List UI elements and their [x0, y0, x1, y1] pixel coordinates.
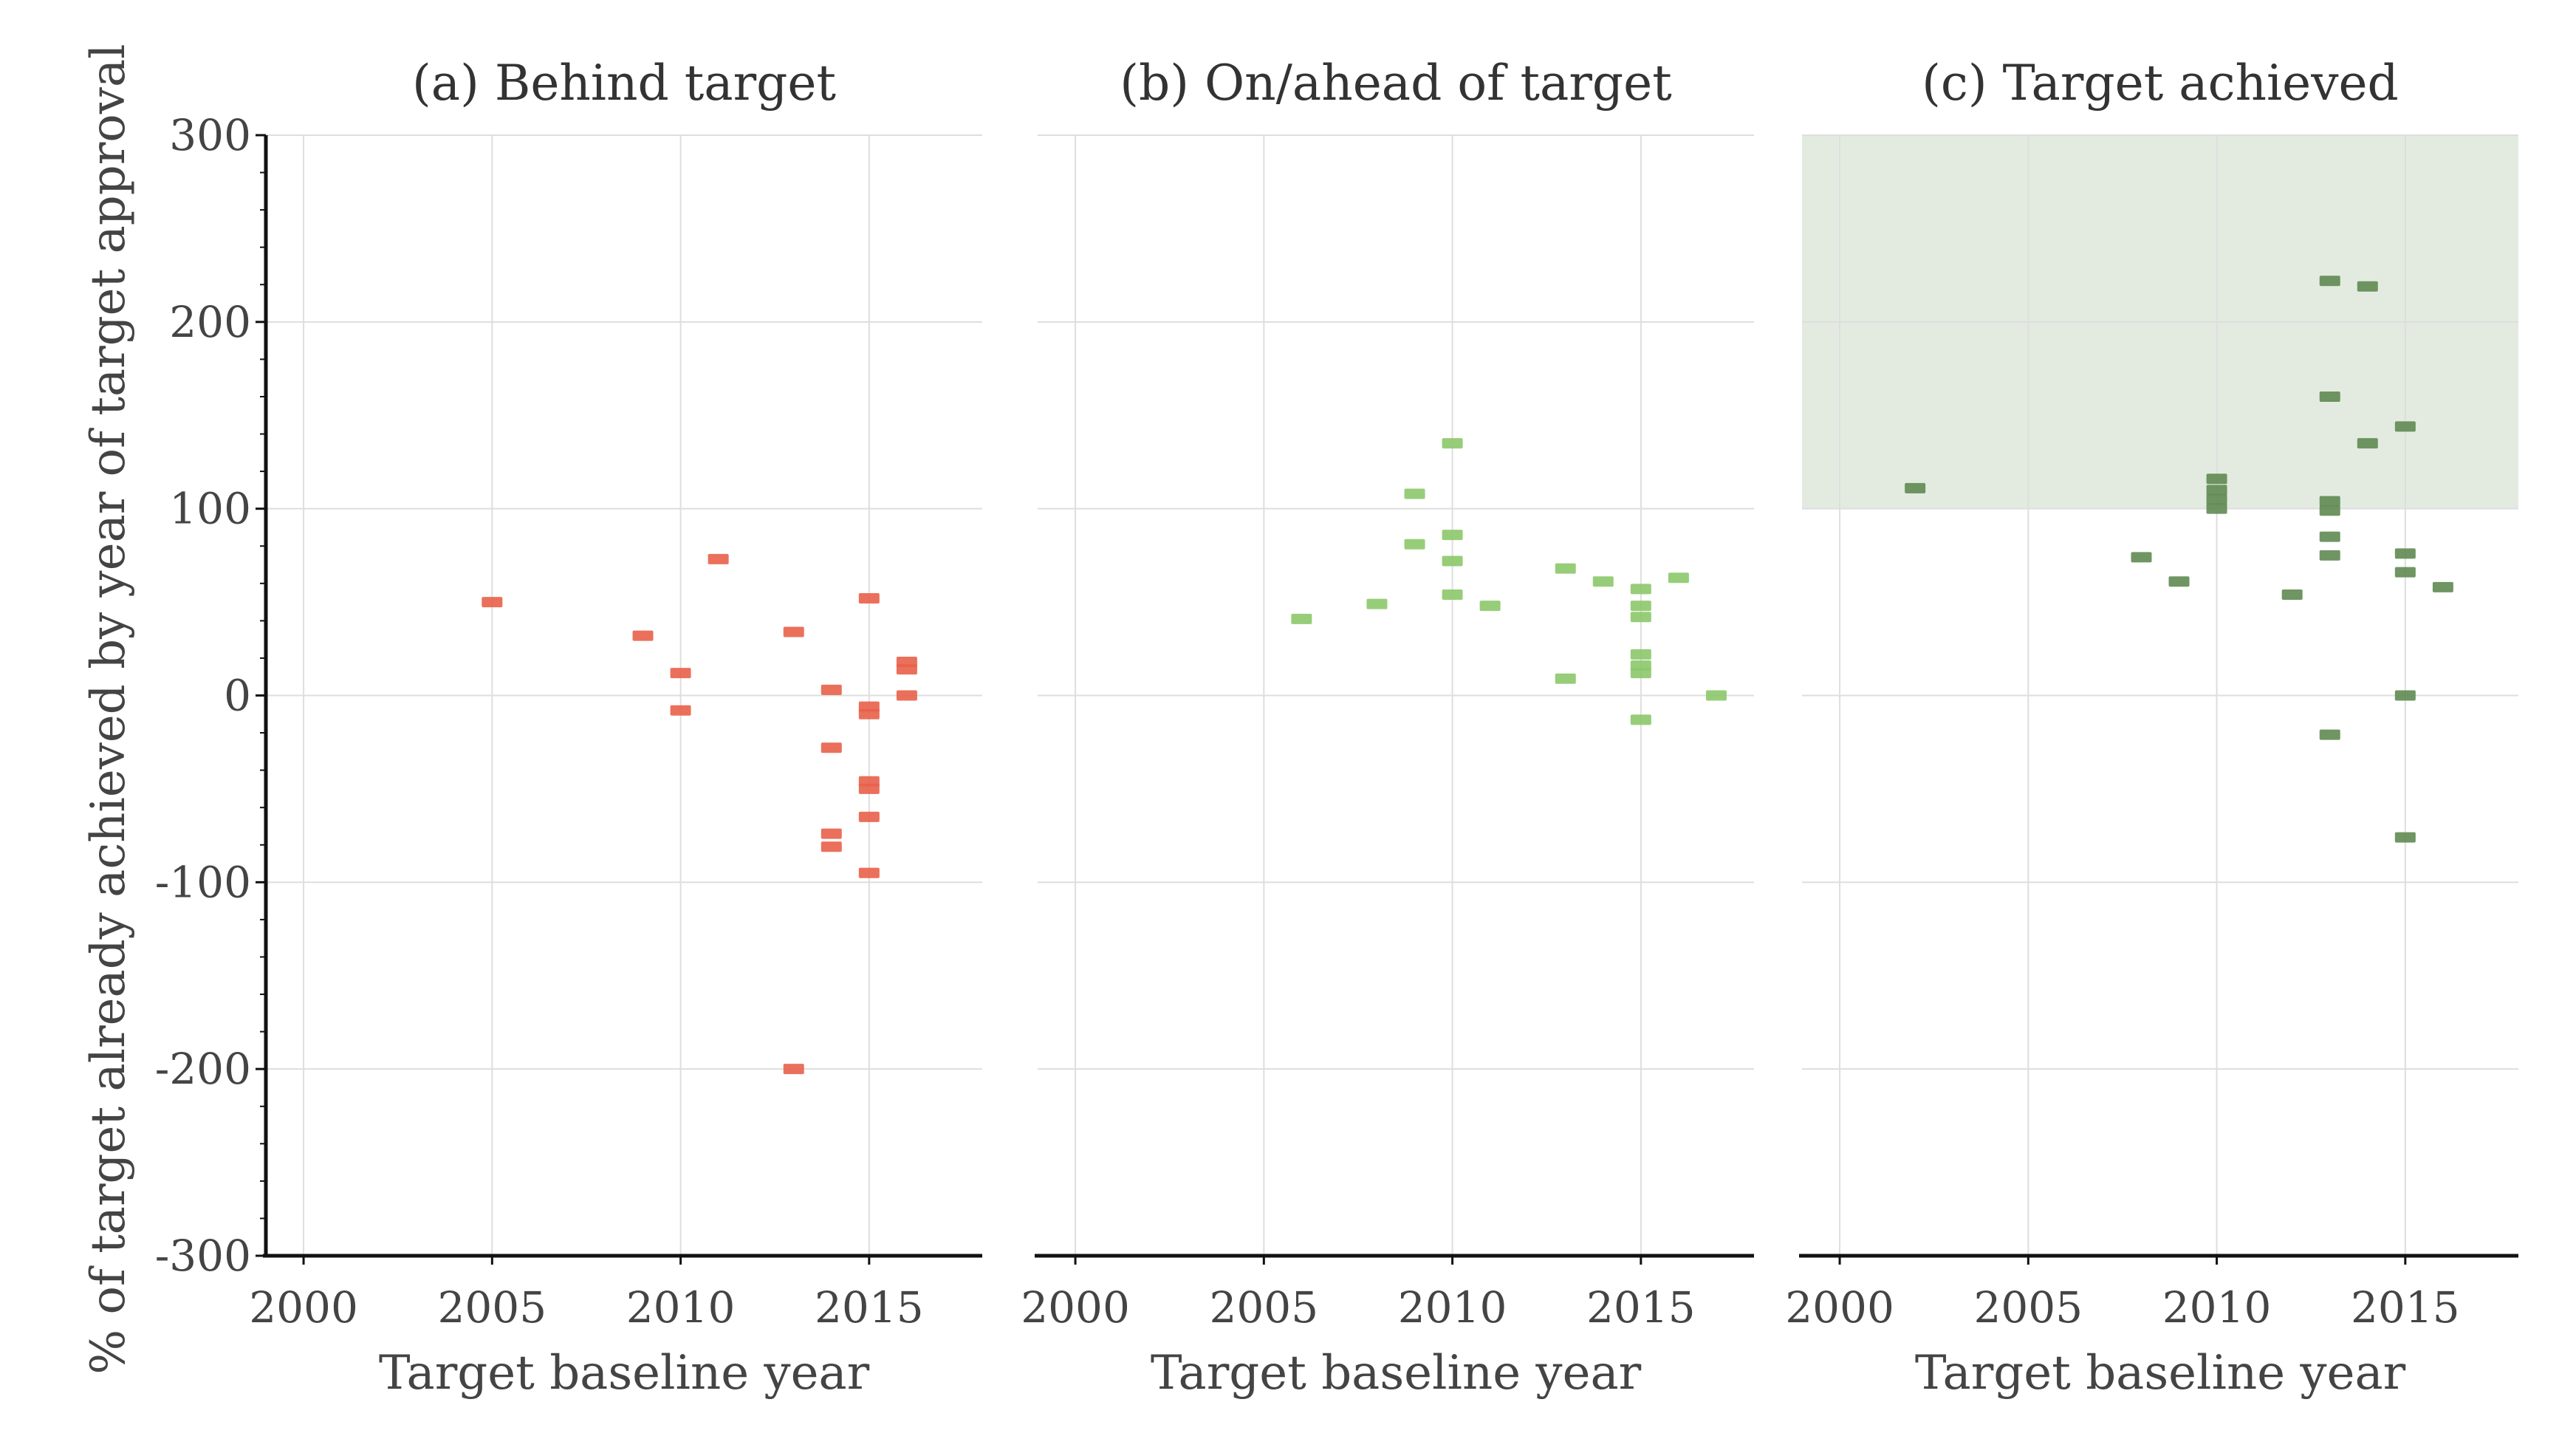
data-point [1630, 649, 1651, 660]
y-tick-label: -100 [155, 857, 251, 907]
y-tick-label: 200 [169, 297, 251, 347]
data-point [896, 690, 917, 701]
data-point [708, 553, 729, 564]
data-point [821, 684, 842, 695]
data-point [1366, 598, 1388, 609]
data-point [1630, 584, 1651, 595]
x-tick-label: 2015 [815, 1282, 924, 1333]
data-point [783, 1064, 804, 1075]
x-tick-label: 2010 [1398, 1282, 1507, 1333]
data-point [2319, 729, 2340, 740]
x-tick-label: 2015 [2351, 1282, 2460, 1333]
x-tick-label: 2010 [626, 1282, 736, 1333]
data-point [858, 783, 880, 794]
data-point [632, 630, 654, 641]
x-tick-label: 2000 [249, 1282, 358, 1333]
panel-title: (a) Behind target [412, 55, 836, 112]
x-tick-label: 2010 [2162, 1282, 2272, 1333]
data-point [2319, 496, 2340, 507]
x-axis-title: Target baseline year [1915, 1346, 2406, 1401]
data-point [821, 841, 842, 852]
data-point [2432, 581, 2453, 592]
data-point [2357, 438, 2378, 449]
data-point [1442, 589, 1463, 600]
data-point [858, 708, 880, 719]
data-point [2168, 576, 2190, 587]
data-point [2281, 589, 2303, 600]
x-tick-label: 2005 [438, 1282, 547, 1333]
data-point [2206, 473, 2227, 485]
data-point [858, 867, 880, 878]
data-point [1404, 538, 1425, 550]
y-axis-title: % of target already achieved by year of … [81, 44, 136, 1374]
panel-title: (b) On/ahead of target [1120, 55, 1671, 112]
data-point [2206, 494, 2227, 505]
data-point [821, 828, 842, 839]
data-point [2394, 421, 2416, 432]
data-point [1705, 690, 1727, 701]
data-point [1555, 673, 1576, 684]
panel-title: (c) Target achieved [1922, 55, 2399, 112]
data-point [1592, 576, 1614, 587]
x-tick-label: 2000 [1021, 1282, 1130, 1333]
y-tick-label: 0 [224, 671, 251, 721]
data-point [670, 668, 691, 679]
data-point [2319, 550, 2340, 561]
data-point [1404, 488, 1425, 499]
data-point [1630, 668, 1651, 679]
data-point [2357, 281, 2378, 292]
data-point [2394, 548, 2416, 559]
data-point [1668, 572, 1689, 584]
data-point [2206, 485, 2227, 496]
data-point [2206, 503, 2227, 514]
data-point [783, 626, 804, 637]
data-point [1442, 438, 1463, 449]
data-point [1291, 613, 1312, 624]
y-tick-label: 100 [169, 484, 251, 534]
data-point [896, 664, 917, 675]
data-point [1630, 612, 1651, 623]
data-point [1555, 563, 1576, 574]
x-tick-label: 2005 [1210, 1282, 1319, 1333]
data-point [1479, 601, 1501, 612]
data-point [2394, 567, 2416, 578]
x-tick-label: 2015 [1586, 1282, 1696, 1333]
data-point [821, 742, 842, 753]
data-point [1905, 482, 1926, 493]
data-point [2131, 552, 2152, 563]
x-axis-title: Target baseline year [1151, 1346, 1642, 1401]
data-point [2319, 531, 2340, 542]
data-point [1442, 530, 1463, 541]
data-point [1442, 555, 1463, 567]
data-point [482, 597, 503, 608]
y-tick-label: -200 [155, 1044, 251, 1094]
x-tick-label: 2000 [1785, 1282, 1894, 1333]
data-point [858, 593, 880, 604]
x-axis-title: Target baseline year [379, 1346, 870, 1401]
data-point [2319, 391, 2340, 402]
data-point [858, 811, 880, 822]
data-point [670, 705, 691, 716]
y-tick-label: -300 [155, 1231, 251, 1281]
data-point [2319, 276, 2340, 287]
y-tick-label: 300 [169, 110, 251, 160]
data-point [2319, 505, 2340, 516]
data-point [2394, 832, 2416, 843]
x-tick-label: 2005 [1974, 1282, 2083, 1333]
data-point [1630, 714, 1651, 725]
data-point [1630, 601, 1651, 612]
data-point [2394, 690, 2416, 701]
